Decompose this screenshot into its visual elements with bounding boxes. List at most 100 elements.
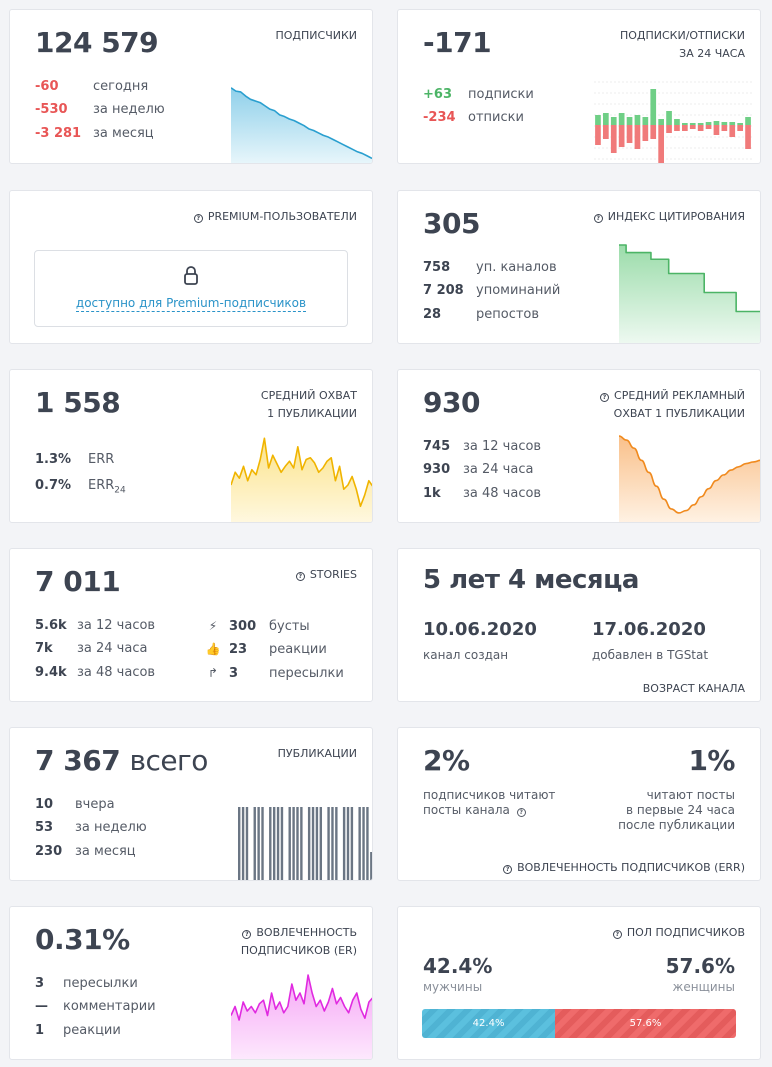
female-text: женщины: [672, 980, 735, 994]
subscribe-bar: [689, 123, 696, 125]
question-icon[interactable]: ?: [516, 808, 526, 817]
male-value: 42.4%: [423, 954, 493, 978]
err24-subscript: 24: [114, 485, 126, 496]
ad-reach-card[interactable]: 930 ? СРЕДНИЙ РЕКЛАМНЫЙ ОХВАТ 1 ПУБЛИКАЦИИ…: [397, 369, 761, 523]
subs-unsubs-label-line1: ПОДПИСКИ/ОТПИСКИ: [619, 29, 745, 42]
subscribers-card[interactable]: 124 579 ПОДПИСЧИКИ -60 сегодня -530 за нед…: [9, 9, 373, 164]
subs-unsubs-count: -171: [423, 26, 492, 59]
question-icon[interactable]: ?: [193, 214, 203, 223]
unsubscribe-bar: [689, 125, 696, 129]
er-card[interactable]: 0.31% ? ВОВЛЕЧЕННОСТЬ ПОДПИСЧИКОВ (ER) 3 пе…: [9, 906, 373, 1060]
publication-bar: [319, 807, 323, 880]
unsubscribe-bar: [658, 125, 664, 163]
ad-reach-12h-row: 745 за 12 часов: [423, 439, 541, 455]
publication-bar: [300, 807, 303, 880]
publications-month-value: 230: [35, 844, 63, 859]
er-label-line1: ВОВЛЕЧЕННОСТЬ: [256, 926, 357, 939]
subs-unsubs-card[interactable]: -171 ПОДПИСКИ/ОТПИСКИ ЗА 24 ЧАСА +63 подпи…: [397, 9, 761, 164]
premium-link[interactable]: доступно для Premium-подписчиков: [35, 296, 347, 312]
publication-bar: [307, 807, 311, 880]
er-comments-value: —: [35, 999, 48, 1014]
er-reactions-row: 1 реакции: [35, 1023, 121, 1039]
er-value: 0.31%: [35, 923, 130, 956]
citation-card[interactable]: 305 ? ИНДЕКС ЦИТИРОВАНИЯ 758 уп. каналов 7…: [397, 190, 761, 344]
subscribe-bar: [697, 123, 704, 125]
question-icon[interactable]: ?: [242, 930, 252, 939]
premium-link-text[interactable]: доступно для Premium-подписчиков: [75, 296, 307, 312]
unsubscriptions-text: отписки: [468, 110, 524, 125]
stories-shares-value: 3: [229, 666, 239, 681]
stories-boosts-row: ⚡ 300 бусты: [205, 618, 310, 635]
er-shares-value: 3: [35, 976, 45, 991]
gender-label: ? ПОЛ ПОДПИСЧИКОВ: [612, 924, 745, 942]
question-icon[interactable]: ?: [612, 930, 622, 939]
publications-week-value: 53: [35, 820, 54, 835]
subscribe-bar: [658, 119, 664, 125]
question-icon[interactable]: ?: [600, 393, 610, 402]
err-right-line2: в первые 24 часа: [626, 803, 735, 817]
unsubscribe-bar: [666, 125, 672, 133]
err-left-line1: подписчиков читают: [423, 788, 556, 802]
chart-line: [231, 87, 372, 160]
er-sparkline: [231, 974, 372, 1059]
citation-label-text: ИНДЕКС ЦИТИРОВАНИЯ: [607, 210, 745, 223]
created-text: канал создан: [423, 648, 509, 662]
er-shares-row: 3 пересылки: [35, 976, 138, 992]
publications-card[interactable]: 7 367 всего ПУБЛИКАЦИИ 10 вчера 53 за неде…: [9, 727, 373, 881]
publication-bar: [253, 807, 256, 880]
chart-line: [619, 244, 760, 313]
subscribe-bar: [729, 122, 736, 125]
err24-row: 0.7% ERR24: [35, 478, 126, 499]
ad-reach-48h-value: 1k: [423, 486, 441, 501]
er-reactions-value: 1: [35, 1023, 45, 1038]
channel-age-value: 5 лет 4 месяца: [423, 565, 639, 595]
stories-card[interactable]: 7 011 ? STORIES 5.6k за 12 часов 7k за 24 ч…: [9, 548, 373, 702]
subscribe-bar: [603, 113, 609, 125]
subscribe-bar: [650, 89, 657, 125]
publications-month-row: 230 за месяц: [35, 844, 136, 860]
citation-index-value: 305: [423, 207, 480, 240]
subscribers-today-value: -60: [35, 79, 59, 94]
stories-label: ? STORIES: [295, 566, 357, 584]
female-value: 57.6%: [665, 954, 735, 978]
chart-line: [231, 974, 372, 1021]
stories-24h-value: 7k: [35, 641, 53, 656]
publication-bar: [346, 807, 350, 880]
avg-reach-value: 1 558: [35, 386, 121, 419]
question-icon[interactable]: ?: [503, 865, 513, 874]
subscribers-today-row: -60 сегодня: [35, 79, 148, 95]
subscribe-bar: [610, 117, 617, 125]
publications-yesterday-text: вчера: [75, 797, 115, 812]
chart-area: [619, 436, 760, 522]
share-icon: ↱: [207, 666, 219, 680]
chart-area: [231, 438, 372, 522]
thumbs-up-icon: 👍: [205, 642, 221, 656]
added-text: добавлен в TGStat: [592, 648, 709, 662]
question-icon[interactable]: ?: [593, 214, 603, 223]
publication-bar: [335, 807, 338, 880]
stories-reactions-text: реакции: [269, 642, 327, 657]
publications-total-suffix: всего: [129, 744, 208, 777]
subscribe-bar: [674, 119, 680, 125]
ad-reach-24h-text: за 24 часа: [463, 462, 534, 477]
question-icon[interactable]: ?: [295, 572, 305, 581]
err-text: ERR: [88, 452, 115, 467]
avg-reach-card[interactable]: 1 558 СРЕДНИЙ ОХВАТ 1 ПУБЛИКАЦИИ 1.3% ERR …: [9, 369, 373, 523]
lock-icon: [184, 266, 198, 285]
publication-bar: [311, 807, 315, 880]
gender-label-text: ПОЛ ПОДПИСЧИКОВ: [626, 926, 745, 939]
ad-reach-sparkline: [619, 435, 760, 522]
subscribers-month-text: за месяц: [93, 126, 154, 141]
unsubscribe-bar: [603, 125, 609, 139]
subscribers-week-value: -530: [35, 102, 68, 117]
publications-month-text: за месяц: [75, 844, 136, 859]
publication-bar: [280, 807, 284, 880]
er-shares-text: пересылки: [63, 976, 138, 991]
ad-reach-48h-text: за 48 часов: [463, 486, 542, 501]
subscribers-month-row: -3 281 за месяц: [35, 126, 154, 142]
stories-shares-row: ↱ 3 пересылки: [205, 665, 344, 682]
avg-reach-sparkline: [231, 437, 372, 522]
err-card: 2% 1% подписчиков читают посты канала ? ч…: [397, 727, 761, 881]
subs-unsubs-barchart: [594, 81, 752, 163]
subscribe-bar: [745, 117, 751, 125]
